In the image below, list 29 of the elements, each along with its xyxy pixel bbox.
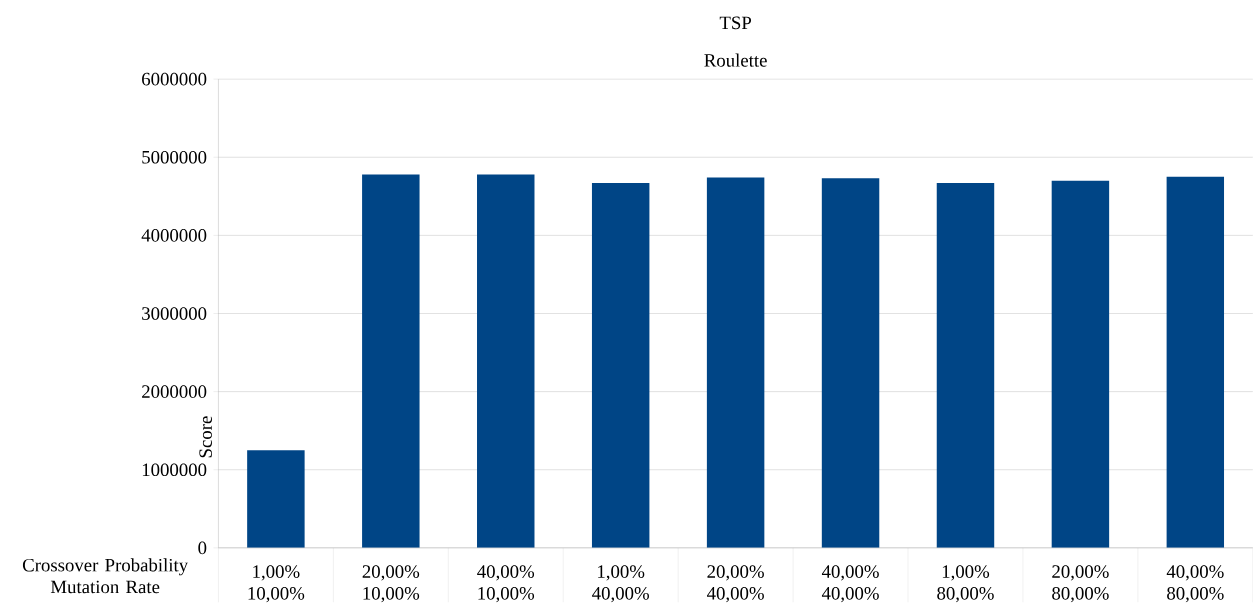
- x-tick-label: 1,00% 80,00%: [937, 565, 994, 603]
- chart-title: TSP: [719, 16, 752, 30]
- y-tick-label: 0: [198, 541, 207, 555]
- y-tick-label: 6000000: [142, 72, 207, 86]
- bar: [1166, 176, 1225, 549]
- bar: [706, 177, 765, 549]
- bar: [591, 183, 650, 549]
- x-tick-label: 40,00% 40,00%: [821, 565, 879, 603]
- x-tick-label: 1,00% 40,00%: [592, 565, 649, 603]
- x-tick-label: 40,00% 80,00%: [1166, 565, 1224, 603]
- bar: [362, 174, 420, 549]
- bar: [936, 183, 995, 549]
- y-tick-label: 3000000: [142, 307, 207, 321]
- chart-subtitle: Roulette: [704, 53, 767, 67]
- y-tick-label: 2000000: [142, 385, 207, 399]
- bar: [821, 178, 880, 549]
- y-tick-label: 4000000: [141, 229, 207, 242]
- bar: [1051, 180, 1110, 549]
- y-axis-title: Score: [199, 416, 212, 458]
- y-tick-label: 1000000: [142, 463, 207, 477]
- x-tick-label: 40,00% 10,00%: [477, 565, 535, 603]
- x-axis-title: Crossover Probability Mutation Rate: [22, 558, 189, 594]
- x-tick-label: 20,00% 80,00%: [1052, 565, 1109, 603]
- x-tick-label: 20,00% 40,00%: [707, 565, 764, 603]
- y-tick-label: 5000000: [142, 151, 207, 164]
- bar: [477, 174, 535, 549]
- x-tick-label: 20,00% 10,00%: [362, 565, 420, 603]
- x-tick-label: 1,00% 10,00%: [248, 565, 305, 603]
- bar: [247, 450, 305, 549]
